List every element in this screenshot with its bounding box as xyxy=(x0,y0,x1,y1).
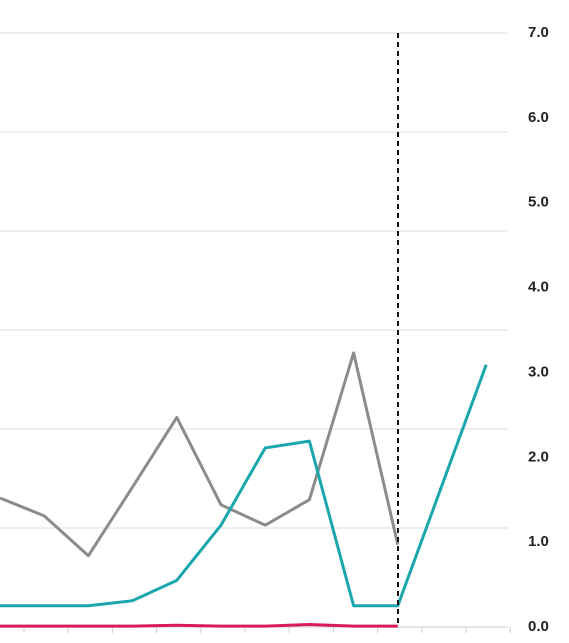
y2-tick-label: 4.0 xyxy=(528,279,549,296)
y2-tick-label: 1.0 xyxy=(528,533,549,550)
y2-tick-label: 7.0 xyxy=(528,24,549,41)
series-line xyxy=(0,351,400,558)
y2-tick-label: 0.0 xyxy=(528,618,549,635)
series-line xyxy=(0,364,488,608)
y2-tick-label: 3.0 xyxy=(528,363,549,380)
y2-tick-label: 6.0 xyxy=(528,109,549,126)
y2-tick-label: 2.0 xyxy=(528,448,549,465)
series-line xyxy=(0,622,398,628)
y2-tick-label: 5.0 xyxy=(528,194,549,211)
